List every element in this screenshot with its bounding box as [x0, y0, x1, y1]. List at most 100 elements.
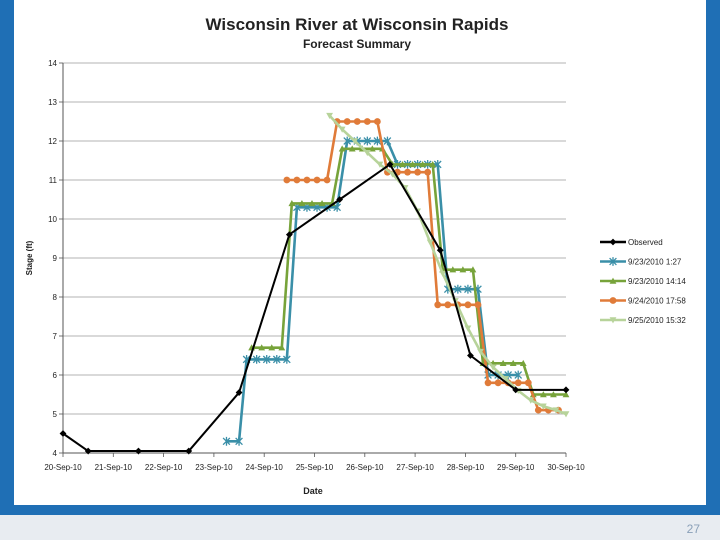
data-point — [293, 176, 301, 184]
data-point — [308, 200, 316, 207]
data-point — [363, 136, 372, 146]
y-axis-title: Stage (ft) — [25, 240, 34, 275]
data-point — [434, 301, 442, 309]
x-tick-label: 22-Sep-10 — [145, 463, 183, 472]
data-point — [363, 149, 371, 157]
chart-title: Wisconsin River at Wisconsin Rapids — [206, 15, 509, 34]
data-point — [464, 301, 472, 309]
y-tick-label: 5 — [53, 410, 58, 419]
data-point — [338, 126, 346, 133]
x-tick-label: 25-Sep-10 — [296, 463, 334, 472]
data-point — [524, 379, 532, 387]
data-point — [222, 436, 231, 446]
series-lines — [59, 112, 570, 455]
data-point — [288, 200, 296, 207]
data-point — [484, 379, 492, 387]
grid-lines — [59, 62, 567, 457]
left-frame-bar — [0, 0, 14, 512]
legend-label: 9/23/2010 14:14 — [628, 277, 686, 286]
x-tick-label: 23-Sep-10 — [195, 463, 233, 472]
data-point — [514, 370, 523, 380]
data-point — [562, 391, 570, 398]
data-point — [499, 359, 507, 367]
legend-marker — [609, 297, 617, 304]
data-point — [539, 403, 547, 410]
legend: Observed 9/23/2010 1:27 9/23/2010 14:14 9/2… — [600, 238, 686, 325]
data-point — [550, 391, 557, 398]
data-point — [59, 430, 67, 437]
legend-label: 9/23/2010 1:27 — [628, 258, 682, 267]
data-point — [409, 161, 416, 168]
legend-marker — [609, 238, 617, 246]
data-point — [429, 161, 437, 168]
series-0 — [59, 161, 570, 455]
data-point — [303, 176, 311, 184]
data-point — [326, 112, 333, 120]
data-point — [477, 348, 484, 355]
data-point — [376, 161, 384, 168]
data-point — [424, 168, 432, 176]
data-point — [386, 161, 394, 168]
y-tick-label: 10 — [48, 215, 57, 224]
data-point — [323, 176, 331, 184]
y-tick-label: 9 — [53, 254, 58, 263]
bottom-frame-bar — [0, 505, 720, 515]
y-tick-label: 12 — [48, 137, 57, 146]
y-tick-label: 8 — [53, 293, 58, 302]
data-point — [383, 136, 392, 146]
data-point — [444, 301, 452, 309]
y-tick-label: 13 — [48, 98, 57, 107]
x-tick-label: 26-Sep-10 — [346, 463, 384, 472]
data-point — [399, 161, 406, 168]
data-point — [494, 379, 502, 387]
legend-label: 9/24/2010 17:58 — [628, 297, 686, 306]
data-point — [502, 376, 510, 383]
data-point — [235, 436, 243, 446]
data-point — [336, 196, 344, 203]
data-point — [562, 386, 570, 394]
data-point — [298, 200, 306, 207]
legend-label: Observed — [628, 238, 663, 247]
chart-subtitle: Forecast Summary — [303, 37, 411, 51]
y-tick-label: 14 — [48, 59, 57, 68]
data-point — [514, 379, 522, 387]
data-point — [268, 344, 276, 351]
data-point — [135, 447, 142, 455]
data-point — [439, 270, 447, 277]
data-point — [426, 239, 434, 246]
x-tick-label: 29-Sep-10 — [497, 463, 535, 472]
data-point — [414, 168, 422, 176]
data-point — [562, 411, 570, 418]
y-tick-label: 6 — [53, 371, 58, 380]
page-number: 27 — [686, 522, 700, 536]
data-point — [185, 447, 193, 455]
x-tick-label: 24-Sep-10 — [246, 463, 284, 472]
footer-band — [0, 515, 720, 540]
data-point — [474, 301, 482, 309]
data-point — [436, 246, 444, 254]
data-point — [453, 284, 462, 294]
x-tick-labels: 20-Sep-10 21-Sep-10 22-Sep-10 23-Sep-10 24-S… — [44, 463, 585, 472]
series-4 — [326, 112, 570, 418]
y-tick-label: 4 — [53, 449, 58, 458]
x-tick-label: 28-Sep-10 — [447, 463, 485, 472]
data-point — [283, 176, 291, 184]
series-2 — [248, 145, 570, 398]
data-point — [84, 447, 92, 455]
data-point — [272, 355, 281, 364]
chart-area-background — [14, 0, 706, 505]
legend-marker — [609, 277, 617, 284]
x-tick-label: 20-Sep-10 — [44, 463, 82, 472]
data-point — [534, 406, 542, 414]
data-point — [338, 145, 346, 152]
data-point — [282, 355, 291, 364]
legend-label: 9/25/2010 15:32 — [628, 316, 686, 325]
y-tick-label: 7 — [53, 332, 58, 341]
legend-marker — [609, 257, 617, 266]
data-point — [449, 266, 457, 273]
data-point — [373, 118, 381, 125]
data-point — [512, 386, 520, 394]
legend-marker — [609, 317, 617, 324]
